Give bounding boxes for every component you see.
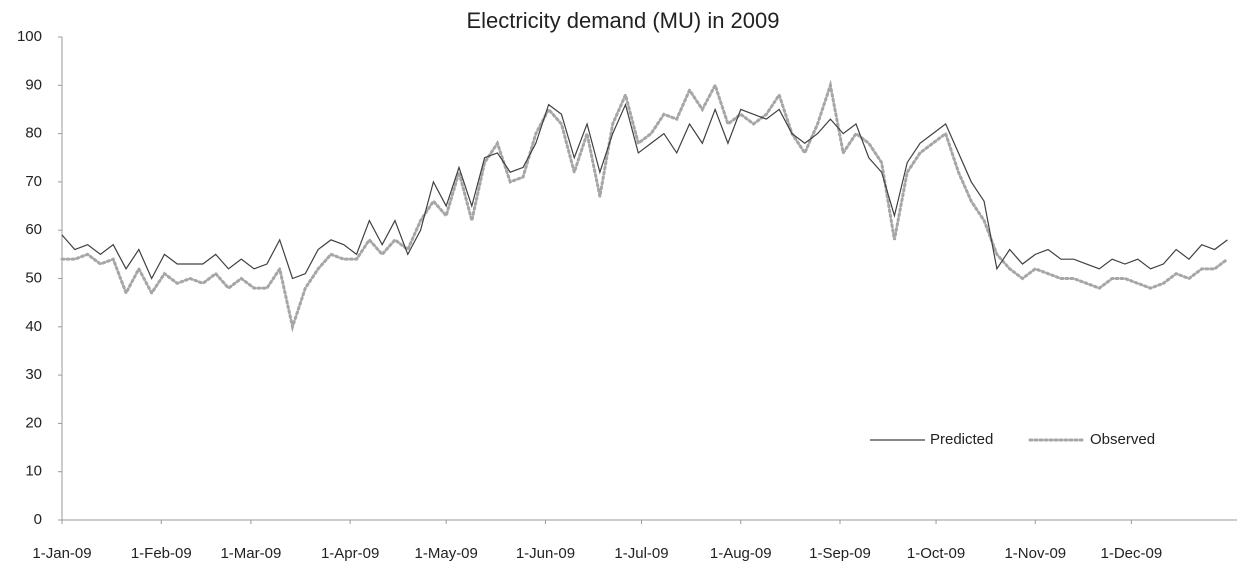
- y-tick-label: 80: [25, 125, 42, 142]
- y-tick-label: 40: [25, 318, 42, 335]
- y-tick-label: 90: [25, 76, 42, 93]
- x-tick-label: 1-Aug-09: [710, 545, 772, 562]
- series-line: [60, 79, 1229, 333]
- x-tick-label: 1-Jul-09: [614, 545, 668, 562]
- x-tick-label: 1-May-09: [415, 545, 478, 562]
- x-tick-label: 1-Feb-09: [131, 545, 192, 562]
- x-tick-label: 1-Nov-09: [1004, 545, 1066, 562]
- series-line: [61, 102, 1228, 280]
- y-tick-label: 50: [25, 269, 42, 286]
- legend-label: Predicted: [930, 431, 993, 448]
- y-tick-label: 10: [25, 463, 42, 480]
- x-tick-label: 1-Jan-09: [32, 545, 91, 562]
- chart-title: Electricity demand (MU) in 2009: [466, 8, 779, 33]
- y-tick-label: 60: [25, 221, 42, 238]
- y-tick-label: 20: [25, 414, 42, 431]
- x-tick-label: 1-Dec-09: [1100, 545, 1162, 562]
- y-tick-label: 70: [25, 173, 42, 190]
- x-tick-label: 1-Apr-09: [321, 545, 379, 562]
- legend-label: Observed: [1090, 431, 1155, 448]
- y-tick-label: 0: [34, 511, 42, 528]
- x-tick-label: 1-Sep-09: [809, 545, 871, 562]
- y-tick-label: 30: [25, 366, 42, 383]
- y-tick-label: 100: [17, 28, 42, 45]
- x-tick-label: 1-Oct-09: [907, 545, 965, 562]
- x-tick-label: 1-Mar-09: [220, 545, 281, 562]
- x-tick-label: 1-Jun-09: [516, 545, 575, 562]
